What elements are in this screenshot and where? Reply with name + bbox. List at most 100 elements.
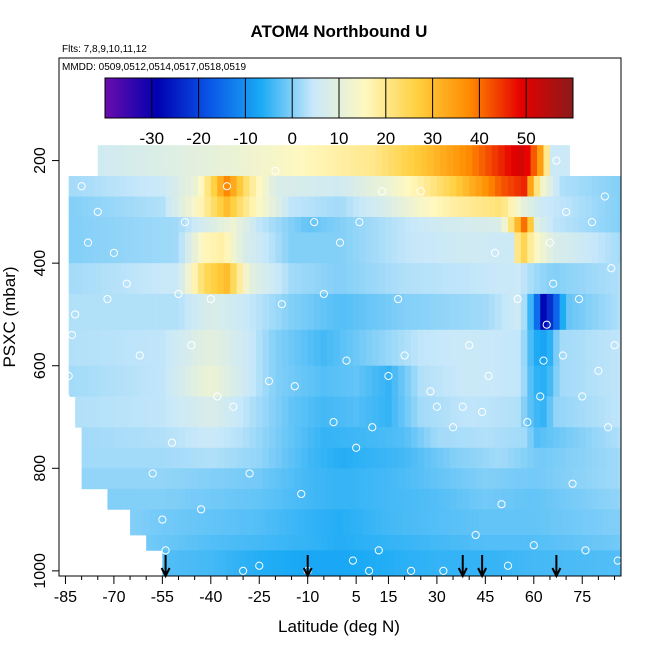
heatmap-cell (281, 263, 289, 295)
heatmap-cell (527, 488, 535, 510)
heatmap-cell (598, 488, 606, 510)
heatmap-cell (391, 534, 399, 551)
heatmap-cell (246, 145, 254, 177)
heatmap-cell (178, 293, 186, 331)
x-tick-label: -55 (151, 589, 174, 606)
heatmap-cell (317, 509, 325, 536)
heatmap-cell (401, 145, 409, 177)
heatmap-cell (423, 427, 432, 449)
heatmap-cell (307, 293, 315, 331)
heatmap-cell (100, 216, 109, 233)
heatmap-cell (314, 468, 322, 490)
heatmap-cell (507, 396, 516, 428)
heatmap-cell (197, 196, 205, 218)
heatmap-cell (159, 488, 167, 510)
heatmap-cell (278, 509, 286, 536)
heatmap-cell (201, 509, 209, 536)
heatmap-cell (598, 427, 606, 449)
heatmap-cell (204, 396, 212, 428)
heatmap-cell (113, 396, 121, 428)
heatmap-cell (268, 329, 277, 367)
heatmap-cell (469, 396, 477, 428)
heatmap-cell (230, 293, 238, 331)
heatmap-cell (165, 196, 173, 218)
heatmap-cell (604, 468, 612, 490)
heatmap-cell (281, 468, 289, 490)
heatmap-cell (611, 534, 619, 551)
heatmap-cell (236, 175, 244, 197)
heatmap-cell (223, 329, 231, 367)
heatmap-cell (236, 488, 244, 510)
heatmap-cell (430, 293, 438, 331)
heatmap-cell (601, 509, 609, 536)
heatmap-cell (553, 488, 561, 510)
heatmap-cell (333, 365, 341, 397)
heatmap-cell (475, 293, 483, 331)
heatmap-cell (501, 329, 509, 367)
data-point (458, 402, 467, 411)
heatmap-cell (404, 427, 412, 449)
heatmap-cell (256, 534, 264, 551)
heatmap-cell (475, 447, 483, 469)
heatmap-cell (288, 175, 296, 197)
heatmap-cell (559, 534, 567, 551)
heatmap-cell (275, 396, 283, 428)
heatmap-cell (520, 196, 528, 218)
heatmap-cell (294, 396, 302, 428)
heatmap-cell (527, 427, 535, 449)
heatmap-cell (178, 232, 186, 264)
heatmap-cell (591, 196, 599, 218)
heatmap-cell (217, 396, 225, 428)
data-point (264, 377, 274, 386)
heatmap-cell (113, 263, 121, 295)
heatmap-cell (378, 293, 386, 331)
heatmap-cell (301, 216, 309, 233)
data-point (394, 294, 403, 304)
heatmap-cell (359, 468, 367, 490)
heatmap-cell (417, 232, 425, 264)
heatmap-cell (323, 145, 331, 177)
heatmap-cell (281, 427, 289, 449)
heatmap-cell (346, 232, 354, 264)
heatmap-cell (391, 427, 399, 449)
heatmap-cell (204, 232, 212, 264)
heatmap-cell (207, 550, 215, 576)
heatmap-cell (262, 175, 270, 197)
data-point (490, 248, 500, 257)
heatmap-cell (291, 509, 299, 536)
heatmap-cell (340, 293, 348, 331)
heatmap-cell (126, 396, 134, 428)
heatmap-cell (498, 145, 506, 177)
heatmap-cell (320, 468, 328, 490)
heatmap-cell (482, 196, 490, 218)
heatmap-cell (546, 263, 554, 295)
heatmap-cell (540, 232, 548, 264)
heatmap-cell (159, 329, 167, 367)
profile-arrow (160, 555, 171, 579)
heatmap-cell (423, 468, 432, 490)
heatmap-cell (495, 534, 503, 551)
heatmap-cell (107, 447, 115, 469)
heatmap-cell (100, 427, 109, 449)
heatmap-cell (294, 293, 302, 331)
heatmap-cell (165, 175, 173, 197)
data-point (594, 366, 603, 375)
heatmap-cell (443, 293, 451, 331)
heatmap-cell (352, 488, 360, 510)
heatmap-cell (314, 488, 322, 510)
heatmap-cell (414, 550, 422, 576)
data-point (484, 371, 493, 381)
heatmap-cell (178, 329, 186, 367)
data-point (478, 407, 487, 416)
data-point (167, 438, 177, 447)
profile-arrow (457, 555, 468, 579)
heatmap-cell (365, 488, 373, 510)
heatmap-cell (456, 427, 464, 449)
heatmap-cell (346, 329, 354, 367)
heatmap-cell (294, 534, 302, 551)
heatmap-cell (249, 447, 257, 469)
heatmap-cell (207, 145, 215, 177)
heatmap-cell (491, 550, 499, 576)
heatmap-cell (139, 488, 147, 510)
heatmap-cell (585, 329, 593, 367)
